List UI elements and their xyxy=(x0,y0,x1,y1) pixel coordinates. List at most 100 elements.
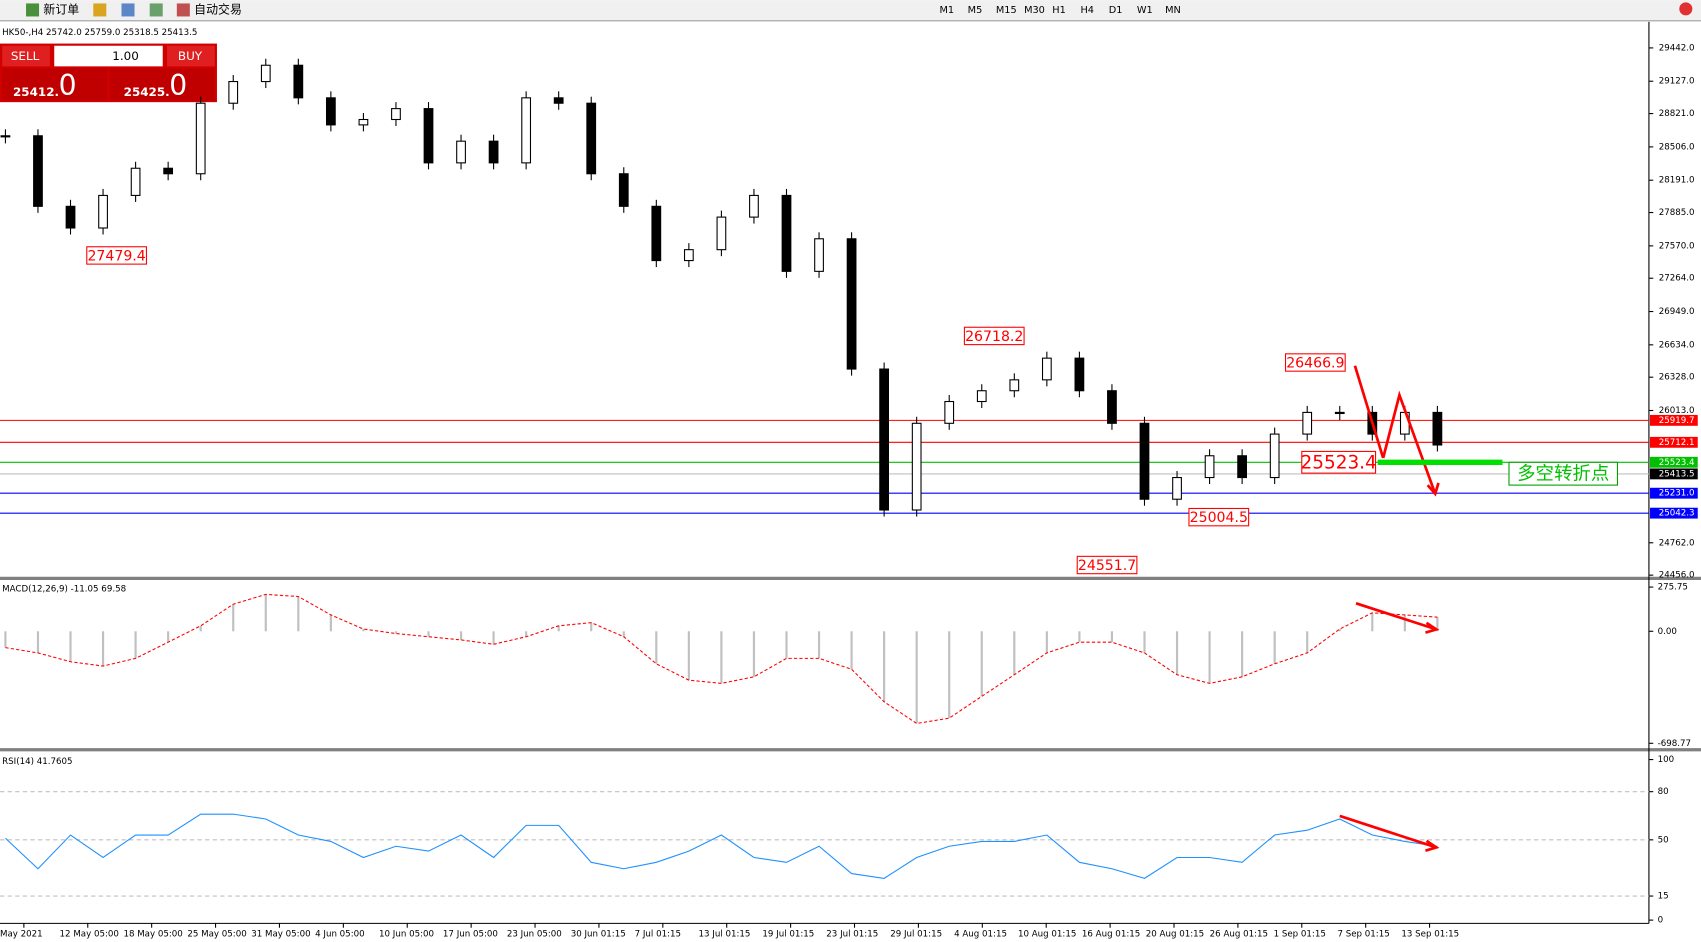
bid-price: 25412. xyxy=(13,85,59,99)
timeframe-button[interactable]: M5 xyxy=(968,5,983,16)
price-tick-label: 26634.0 xyxy=(1659,340,1695,350)
candle xyxy=(879,368,890,511)
level-label-bg xyxy=(1650,487,1698,499)
price-tick-label: 28191.0 xyxy=(1659,176,1695,186)
candle xyxy=(944,400,955,424)
ask-price-big: 0 xyxy=(169,69,187,102)
candle xyxy=(65,205,76,229)
sell-button[interactable] xyxy=(2,45,50,67)
lot-input[interactable] xyxy=(54,45,163,67)
buy-button[interactable] xyxy=(167,45,215,67)
time-label: 20 Aug 01:15 xyxy=(1146,930,1204,940)
level-label: 25523.4 xyxy=(1659,458,1695,468)
toolbar-icon[interactable] xyxy=(121,3,135,17)
rsi-label: RSI(14) 41.7605 xyxy=(2,757,72,767)
timeframe-button[interactable]: W1 xyxy=(1137,5,1153,16)
time-label: 12 May 05:00 xyxy=(60,930,119,940)
candle xyxy=(325,97,336,126)
candle xyxy=(423,108,434,164)
candle xyxy=(618,173,629,207)
candle xyxy=(1269,433,1280,479)
candle xyxy=(228,81,239,104)
timeframe-button[interactable]: MN xyxy=(1165,5,1181,16)
ask-price: 25425. xyxy=(124,85,170,99)
rsi-tick-label: 100 xyxy=(1658,755,1675,765)
auto-trading-icon[interactable] xyxy=(176,3,190,17)
toolbar-icon[interactable] xyxy=(93,3,107,17)
trade-panel: SELL 1.00 BUY 25412. 0 25425. 0 xyxy=(0,43,217,103)
candle xyxy=(1074,357,1085,392)
candle xyxy=(163,167,174,175)
candle xyxy=(521,97,532,164)
price-tick-label: 29442.0 xyxy=(1659,43,1695,53)
time-label: 1 Sep 01:15 xyxy=(1274,930,1326,940)
candle xyxy=(1334,411,1345,415)
level-label-bg xyxy=(1650,468,1698,480)
timeframe-button[interactable]: H1 xyxy=(1052,5,1066,16)
alert-icon[interactable] xyxy=(1679,2,1693,16)
candle xyxy=(683,249,694,262)
candle xyxy=(1009,379,1020,392)
time-label: 29 Jul 01:15 xyxy=(890,930,942,940)
price-tick-label: 28506.0 xyxy=(1659,142,1695,152)
timeframe-button[interactable]: M30 xyxy=(1024,5,1045,16)
annotation-box xyxy=(1188,507,1250,527)
time-label: 26 Aug 01:15 xyxy=(1210,930,1268,940)
level-label-bg xyxy=(1650,436,1698,448)
timeframe-button[interactable]: M15 xyxy=(996,5,1017,16)
candle xyxy=(130,167,141,196)
auto-trading-button[interactable]: 自动交易 xyxy=(194,2,242,16)
annotation-label: 27479.4 xyxy=(87,249,145,265)
buy-label[interactable]: BUY xyxy=(178,49,203,63)
price-tick-label: 27264.0 xyxy=(1659,274,1695,284)
new-order-button[interactable]: 新订单 xyxy=(43,2,79,16)
annotation-box xyxy=(963,326,1025,346)
trend-arrows xyxy=(1339,365,1440,852)
price-tick-label: 24456.0 xyxy=(1659,571,1695,581)
timeframe-button[interactable]: H4 xyxy=(1080,5,1094,16)
bid-box[interactable] xyxy=(2,68,108,102)
annotation-box xyxy=(1284,353,1346,372)
annotation-box xyxy=(1076,555,1138,575)
price-tick-label: 26013.0 xyxy=(1659,406,1695,416)
lot-value[interactable]: 1.00 xyxy=(112,49,139,63)
time-label: 7 Sep 01:15 xyxy=(1337,930,1389,940)
time-label: 25 May 05:00 xyxy=(187,930,246,940)
time-label: May 2021 xyxy=(0,930,43,940)
timeframe-button[interactable]: M1 xyxy=(939,5,954,16)
time-label: 7 Jul 01:15 xyxy=(635,930,681,940)
level-label: 25712.1 xyxy=(1659,438,1695,448)
time-label: 17 Jun 05:00 xyxy=(443,930,498,940)
note-box xyxy=(1508,461,1619,486)
annotation-box xyxy=(86,246,147,265)
candle xyxy=(846,238,857,370)
toolbar-icon[interactable] xyxy=(149,3,163,17)
new-order-icon[interactable] xyxy=(26,3,40,17)
macd-tick-label: -698.77 xyxy=(1658,739,1691,749)
price-tick-label: 29127.0 xyxy=(1659,77,1695,87)
symbol-info: HK50-,H4 25742.0 25759.0 25318.5 25413.5 xyxy=(2,28,197,38)
candle xyxy=(1107,390,1117,424)
time-label: 30 Jun 01:15 xyxy=(571,930,626,940)
level-label-bg xyxy=(1650,507,1698,519)
candle xyxy=(814,238,824,272)
ask-box[interactable] xyxy=(109,68,215,102)
sell-label[interactable]: SELL xyxy=(11,49,40,63)
candle xyxy=(293,64,304,99)
timeframe-button[interactable]: D1 xyxy=(1109,5,1123,16)
price-tick-label: 28821.0 xyxy=(1659,109,1695,119)
rsi-tick-label: 15 xyxy=(1658,892,1669,902)
annotation-box xyxy=(1301,450,1377,474)
time-label: 23 Jun 05:00 xyxy=(507,930,562,940)
level-label: 25231.0 xyxy=(1659,489,1695,499)
arrow xyxy=(1353,365,1385,459)
arrow-head xyxy=(1425,621,1440,634)
plot-layer: 29442.0 29127.0 28821.0 28506.0 28191.0 27885… xyxy=(0,43,1698,940)
candle xyxy=(749,194,759,218)
time-label: 23 Jul 01:15 xyxy=(826,930,878,940)
candle xyxy=(553,97,564,104)
price-tick-label: 26949.0 xyxy=(1659,307,1695,317)
macd-label: MACD(12,26,9) -11.05 69.58 xyxy=(2,585,126,595)
candle xyxy=(98,194,108,229)
